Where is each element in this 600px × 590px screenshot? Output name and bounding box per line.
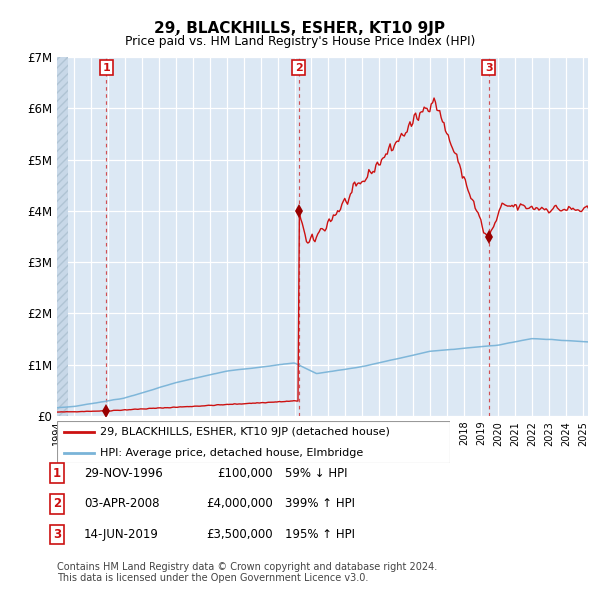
Text: 2: 2: [53, 497, 61, 510]
Text: This data is licensed under the Open Government Licence v3.0.: This data is licensed under the Open Gov…: [57, 573, 368, 583]
Text: 1: 1: [53, 467, 61, 480]
Text: Price paid vs. HM Land Registry's House Price Index (HPI): Price paid vs. HM Land Registry's House …: [125, 35, 475, 48]
Text: 1: 1: [103, 63, 110, 73]
Text: 29, BLACKHILLS, ESHER, KT10 9JP: 29, BLACKHILLS, ESHER, KT10 9JP: [155, 21, 445, 36]
Text: 14-JUN-2019: 14-JUN-2019: [84, 528, 159, 541]
Text: 29, BLACKHILLS, ESHER, KT10 9JP (detached house): 29, BLACKHILLS, ESHER, KT10 9JP (detache…: [100, 427, 390, 437]
Text: 399% ↑ HPI: 399% ↑ HPI: [285, 497, 355, 510]
Text: 3: 3: [485, 63, 493, 73]
Text: HPI: Average price, detached house, Elmbridge: HPI: Average price, detached house, Elmb…: [100, 448, 364, 457]
Text: £4,000,000: £4,000,000: [206, 497, 273, 510]
Bar: [57, 57, 68, 416]
Text: £100,000: £100,000: [217, 467, 273, 480]
Text: 59% ↓ HPI: 59% ↓ HPI: [285, 467, 347, 480]
Text: £3,500,000: £3,500,000: [206, 528, 273, 541]
Text: 03-APR-2008: 03-APR-2008: [84, 497, 160, 510]
Text: 29-NOV-1996: 29-NOV-1996: [84, 467, 163, 480]
Text: 3: 3: [53, 528, 61, 541]
FancyBboxPatch shape: [57, 421, 450, 463]
Text: 2: 2: [295, 63, 302, 73]
Text: 195% ↑ HPI: 195% ↑ HPI: [285, 528, 355, 541]
Text: Contains HM Land Registry data © Crown copyright and database right 2024.: Contains HM Land Registry data © Crown c…: [57, 562, 437, 572]
